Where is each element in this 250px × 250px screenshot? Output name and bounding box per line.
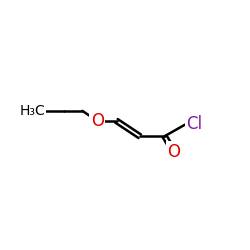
Text: H₃C: H₃C	[20, 104, 45, 118]
Text: O: O	[90, 112, 104, 130]
Text: Cl: Cl	[186, 115, 202, 133]
Text: O: O	[167, 143, 180, 161]
